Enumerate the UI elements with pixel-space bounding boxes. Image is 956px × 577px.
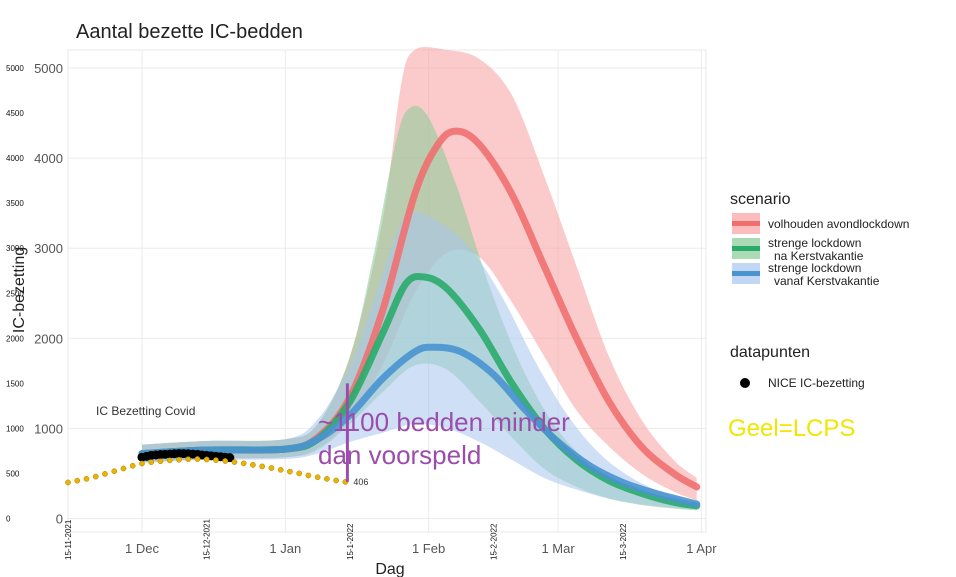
lcps-point xyxy=(120,465,127,472)
y-axis-title: IC-bezetting xyxy=(11,247,28,333)
lcps-point xyxy=(324,475,330,482)
lcps-point xyxy=(305,472,312,479)
legend-scenario-title: scenario xyxy=(730,191,791,208)
y-tick-label: 1000 xyxy=(34,421,63,436)
secondary-axis-ticks: 0 500 1000 1500 2000 2500 3000 3500 4000 4500 5000… xyxy=(6,64,628,560)
annotation-difference-line1: ~1100 bedden minder xyxy=(318,407,570,437)
y-tick-label: 3000 xyxy=(34,241,63,256)
legend-nice-label: NICE IC-bezetting xyxy=(768,376,865,390)
x-axis-title: Dag xyxy=(375,561,404,577)
secondary-y-tick-label: 1500 xyxy=(6,379,24,388)
legend-scenario-label: strenge lockdown na Kerstvakantie xyxy=(768,236,864,263)
legend-nice-marker xyxy=(740,378,750,388)
lcps-point xyxy=(231,459,238,465)
lcps-point xyxy=(176,456,182,463)
lcps-point xyxy=(314,474,321,481)
lcps-point xyxy=(92,473,99,480)
legend-scenario-label: volhouden avondlockdown xyxy=(768,217,909,231)
secondary-y-tick-label: 2500 xyxy=(6,289,24,298)
lcps-point xyxy=(250,462,256,468)
lcps-point xyxy=(296,470,303,477)
x-tick-label: 1 Apr xyxy=(686,541,717,556)
axis-ticks: 0 1000 2000 3000 4000 5000 1 Dec 1 Jan 1 Feb 1 Ma… xyxy=(34,61,717,556)
lcps-point xyxy=(166,457,173,464)
annotation-difference-line2: dan voorspeld xyxy=(318,440,481,470)
x-tick-label: 1 Mar xyxy=(541,541,575,556)
secondary-y-tick-label: 4000 xyxy=(6,154,24,163)
band-strenge-lockdown xyxy=(141,211,697,510)
secondary-y-tick-label: 4500 xyxy=(6,109,24,118)
secondary-x-tick-label: 15-1-2022 xyxy=(346,523,355,560)
lcps-point xyxy=(185,456,192,463)
secondary-y-tick-label: 3500 xyxy=(6,199,24,208)
data-points xyxy=(65,448,349,486)
secondary-y-tick-label: 0 xyxy=(6,514,11,523)
chart-title: Aantal bezette IC-bedden xyxy=(76,21,303,43)
y-tick-label: 5000 xyxy=(34,61,63,76)
x-tick-label: 1 Dec xyxy=(125,541,159,556)
secondary-x-tick-label: 15-11-2021 xyxy=(64,519,73,560)
lcps-point xyxy=(139,460,145,467)
lcps-point xyxy=(129,462,136,469)
secondary-y-tick-label: 500 xyxy=(6,469,20,478)
secondary-y-tick-label: 1000 xyxy=(6,424,24,433)
secondary-x-tick-label: 15-3-2022 xyxy=(619,523,628,560)
lcps-point xyxy=(148,459,155,466)
lcps-point xyxy=(102,471,108,477)
lcps-point xyxy=(65,479,71,486)
lcps-point xyxy=(213,457,219,463)
annotation-ic-bezetting-covid: IC Bezetting Covid xyxy=(96,404,195,418)
legend-datapunten-title: datapunten xyxy=(730,344,810,361)
lcps-point xyxy=(194,456,201,462)
lcps-point xyxy=(259,463,266,470)
y-tick-label: 2000 xyxy=(34,331,63,346)
lcps-point xyxy=(74,477,81,484)
lcps-point xyxy=(203,456,210,463)
lcps-point xyxy=(333,477,339,484)
lcps-point xyxy=(83,475,90,482)
legend-scenario-entries: volhouden avondlockdown strenge lockdown n… xyxy=(732,213,909,288)
x-tick-label: 1 Feb xyxy=(412,541,445,556)
scenario-lines xyxy=(138,127,701,510)
lcps-point xyxy=(268,465,275,471)
lcps-point xyxy=(111,468,118,475)
lcps-point xyxy=(240,460,247,467)
line-strenge-lockdown xyxy=(138,343,701,508)
secondary-y-tick-label: 2000 xyxy=(6,334,24,343)
legend: scenario volhouden avondlockdown strenge … xyxy=(730,191,909,390)
secondary-y-tick-label: 3000 xyxy=(6,244,24,253)
lcps-point xyxy=(287,468,293,475)
lcps-point xyxy=(277,466,284,473)
x-tick-label: 1 Jan xyxy=(269,541,301,556)
legend-scenario-label: strenge lockdown vanaf Kerstvakantie xyxy=(768,261,880,288)
annotations: IC Bezetting Covid 406 ~1100 bedden mind… xyxy=(96,383,855,487)
lcps-point xyxy=(157,458,164,465)
secondary-x-tick-label: 15-2-2022 xyxy=(489,523,498,560)
lcps-point xyxy=(222,458,229,464)
y-tick-label: 0 xyxy=(56,511,63,526)
annotation-last-value: 406 xyxy=(353,477,368,487)
annotation-geel-lcps: Geel=LCPS xyxy=(728,415,855,442)
y-tick-label: 4000 xyxy=(34,151,63,166)
secondary-y-tick-label: 5000 xyxy=(6,64,24,73)
secondary-x-tick-label: 15-12-2021 xyxy=(203,519,212,560)
